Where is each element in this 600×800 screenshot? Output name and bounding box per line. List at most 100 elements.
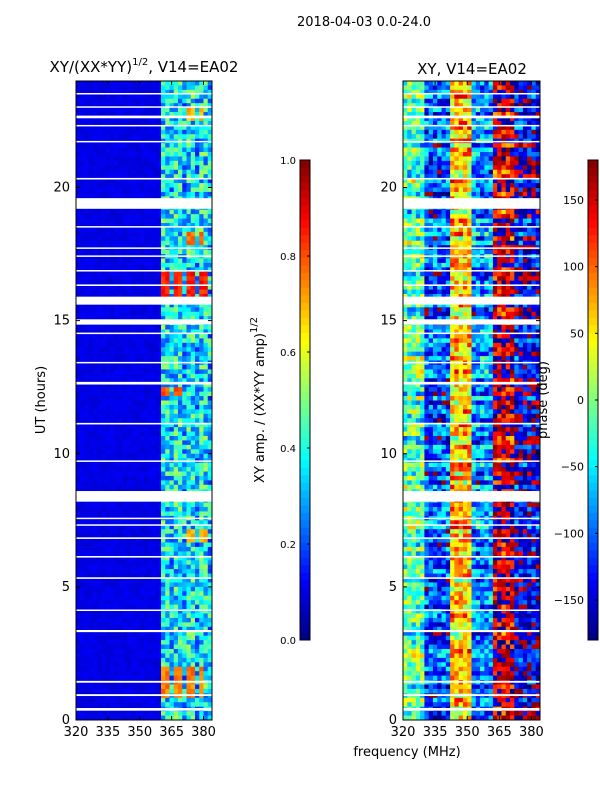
amp-cell [186, 249, 192, 255]
amp-cell [80, 524, 85, 530]
amp-cell [156, 555, 162, 561]
amp-cell [118, 209, 124, 215]
amp-cell [93, 404, 98, 410]
amp-cell [101, 378, 107, 384]
amp-cell [195, 702, 200, 708]
amp-cell [110, 586, 115, 592]
amp-cell [178, 120, 183, 126]
amp-cell [178, 271, 183, 277]
amp-cell [76, 338, 81, 344]
amplitude-colorbar-frame [299, 159, 311, 641]
amp-cell [148, 546, 153, 552]
phase-cell [488, 98, 494, 104]
amp-cell [169, 697, 175, 703]
amp-cell [152, 294, 158, 299]
amp-cell [76, 480, 81, 486]
amp-cell [131, 231, 136, 237]
amp-cell [84, 236, 90, 242]
amp-cell [195, 555, 200, 561]
amp-cell [97, 103, 102, 109]
amp-cell [101, 165, 107, 171]
amp-cell [207, 382, 213, 388]
amp-cell [105, 169, 111, 175]
amp-cell [101, 631, 107, 637]
amp-cell [144, 657, 149, 663]
amp-cell [178, 276, 183, 282]
amp-cell [182, 613, 187, 619]
amp-cell [118, 178, 124, 184]
amp-cell [203, 302, 209, 308]
amp-cell [169, 462, 175, 468]
phase-cell [531, 103, 537, 109]
amp-cell [135, 484, 141, 490]
amp-cell [195, 280, 200, 286]
amp-cell [203, 502, 209, 508]
amp-cell [110, 325, 115, 330]
amp-cell [156, 218, 162, 224]
amp-cell [169, 378, 175, 384]
amp-cell [97, 573, 102, 579]
amp-cell [173, 347, 179, 353]
amp-cell [169, 657, 175, 663]
left-x-axis-ticks: 320 335 350 365 380 [64, 81, 216, 740]
amp-cell [195, 657, 200, 663]
amp-cell [182, 564, 187, 570]
amp-cell [169, 262, 175, 268]
amp-cell [173, 369, 179, 375]
amp-cell [203, 662, 209, 668]
amp-cell [178, 236, 183, 242]
amp-cell [118, 294, 124, 299]
amp-cell [178, 373, 183, 379]
amp-cell [144, 622, 149, 628]
amp-cell [156, 165, 162, 171]
amp-cell [93, 112, 98, 117]
amp-cell [101, 404, 107, 410]
amp-cell [148, 697, 153, 703]
phase-cell [462, 103, 468, 109]
amp-cell [165, 640, 170, 645]
phase-cell [518, 85, 524, 91]
amplitude-colorbar-segment [300, 332, 310, 341]
amp-cell [156, 116, 162, 122]
amp-cell [131, 236, 136, 242]
amp-cell [101, 604, 107, 610]
amp-cell [199, 520, 204, 526]
left-flagged-gap [76, 115, 212, 119]
amp-cell [88, 271, 94, 277]
amp-cell [190, 582, 196, 588]
amp-cell [114, 578, 119, 583]
amp-cell [110, 484, 115, 490]
amp-cell [135, 387, 141, 393]
amp-cell [127, 231, 132, 237]
amp-cell [203, 644, 209, 650]
amp-cell [114, 560, 119, 566]
amp-cell [127, 582, 132, 588]
amp-cell [156, 236, 162, 242]
amp-cell [101, 107, 107, 113]
amp-cell [156, 524, 162, 530]
amp-cell [195, 524, 200, 530]
amp-cell [131, 134, 136, 140]
amp-cell [110, 249, 115, 255]
amp-cell [122, 347, 128, 353]
amp-cell [203, 338, 209, 344]
amp-cell [173, 662, 179, 668]
amp-cell [144, 484, 149, 490]
amp-cell [114, 640, 119, 645]
amp-cell [118, 551, 124, 557]
amp-cell [131, 635, 136, 641]
amp-cell [101, 546, 107, 552]
amp-cell [114, 178, 119, 184]
amp-cell [139, 711, 145, 716]
amp-cell [88, 484, 94, 490]
amp-cell [148, 271, 153, 277]
amp-cell [131, 649, 136, 654]
amp-cell [203, 191, 209, 197]
amp-cell [135, 169, 141, 175]
amp-cell [178, 413, 183, 419]
left-y-tick-label: 20 [53, 181, 70, 196]
amp-cell [93, 223, 98, 228]
right-panel-title: XY, V14=EA02 [417, 60, 527, 78]
amp-cell [186, 351, 192, 357]
amp-cell [135, 378, 141, 384]
